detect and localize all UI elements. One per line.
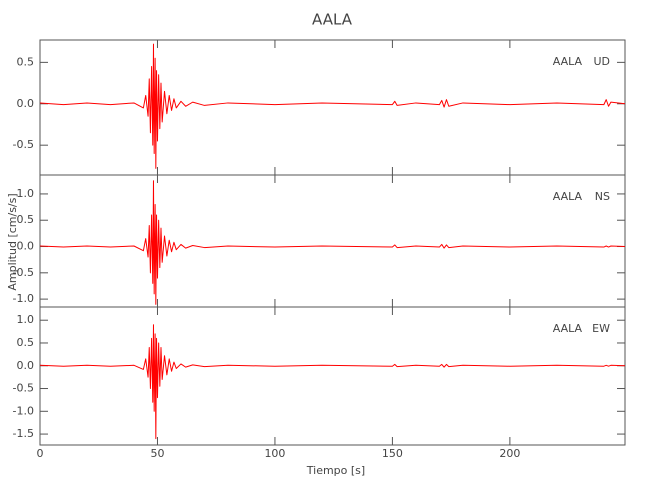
panel-frame xyxy=(39,306,626,446)
y-tick-label: 1.0 xyxy=(17,187,35,200)
y-tick-label: 1.0 xyxy=(17,313,35,326)
y-tick-label: 0.5 xyxy=(17,213,35,226)
x-tick-label: 0 xyxy=(37,447,44,460)
x-tick-label: 100 xyxy=(264,447,285,460)
station-label: AALA xyxy=(553,190,583,203)
trace xyxy=(39,180,626,305)
y-tick-label: -0.5 xyxy=(13,266,34,279)
x-tick-label: 50 xyxy=(150,447,164,460)
y-tick-label: -1.5 xyxy=(13,427,34,440)
trace xyxy=(39,43,626,169)
panel-frame xyxy=(39,39,626,176)
y-tick-label: 0.0 xyxy=(17,359,35,372)
component-label: UD xyxy=(593,55,610,68)
component-label: NS xyxy=(595,190,610,203)
component-label: EW xyxy=(592,322,610,335)
x-tick-label: 200 xyxy=(499,447,520,460)
station-label: AALA xyxy=(553,322,583,335)
y-tick-label: -0.5 xyxy=(13,382,34,395)
y-tick-label: 0.0 xyxy=(17,97,35,110)
y-tick-label: 0.0 xyxy=(17,240,35,253)
x-tick-label: 150 xyxy=(382,447,403,460)
y-tick-label: 0.5 xyxy=(17,55,35,68)
x-axis-label: Tiempo [s] xyxy=(306,464,365,477)
y-axis-label: Amplitud [cm/s/s] xyxy=(6,193,19,290)
y-tick-label: 0.5 xyxy=(17,336,35,349)
chart-title: AALA xyxy=(312,11,353,29)
y-tick-label: -1.0 xyxy=(13,292,34,305)
station-label: AALA xyxy=(553,55,583,68)
panel-frame xyxy=(39,174,626,308)
y-tick-label: -0.5 xyxy=(13,138,34,151)
trace xyxy=(39,324,626,440)
y-tick-label: -1.0 xyxy=(13,404,34,417)
